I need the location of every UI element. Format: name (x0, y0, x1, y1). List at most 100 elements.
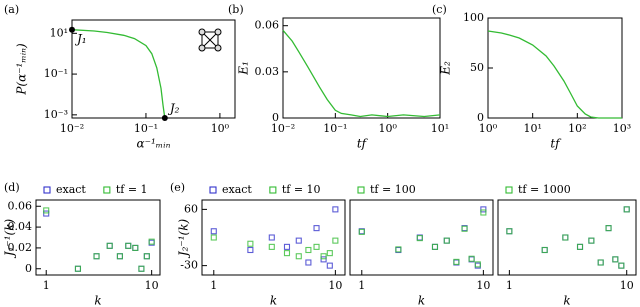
x-tick-label: 10⁻¹ (134, 122, 158, 135)
data-point (93, 253, 100, 260)
data-line (487, 30, 622, 119)
data-point (125, 242, 132, 249)
x-tick-label: 10⁰ (211, 122, 230, 135)
x-tick-label: 1 (358, 279, 365, 292)
x-tick-label: 10⁰ (479, 122, 498, 135)
data-point (268, 243, 275, 250)
data-point (43, 207, 50, 214)
legend-marker (103, 186, 111, 194)
y-tick-label: 0 (272, 111, 279, 124)
data-point (332, 206, 339, 213)
data-point (268, 234, 275, 241)
data-point (313, 225, 320, 232)
data-point (506, 228, 513, 235)
legend-marker (43, 186, 51, 194)
data-point (618, 262, 625, 269)
point-label: J₂ (167, 102, 180, 116)
data-point (326, 262, 333, 269)
panel-label: (e) (170, 181, 185, 194)
legend-marker (357, 186, 365, 194)
data-point (138, 265, 145, 272)
plot-frame (71, 19, 236, 119)
y-tick-label: -30 (180, 259, 198, 272)
x-axis-label: tf (357, 137, 369, 151)
y-axis-label: E₁ (237, 61, 251, 76)
data-point (143, 253, 150, 260)
inset-icon (198, 28, 222, 52)
panel-label: (c) (432, 3, 447, 16)
marker-point (69, 26, 75, 33)
data-point (597, 259, 604, 266)
data-point (74, 265, 82, 272)
data-point (43, 210, 50, 217)
x-tick-label: 10⁻² (60, 122, 84, 135)
panel-label: (b) (228, 3, 244, 16)
y-tick-label: 50 (470, 61, 484, 74)
legend-label: exact (56, 183, 86, 196)
data-point (247, 246, 254, 254)
data-point (295, 237, 302, 244)
x-tick-label: 10³ (613, 122, 631, 135)
data-point (210, 234, 217, 241)
y-tick-label: 60 (184, 202, 198, 215)
x-axis-label: k (94, 294, 101, 307)
data-point (453, 258, 460, 265)
legend-label: exact (222, 183, 252, 196)
y-tick-label: 10⁻¹ (44, 67, 68, 80)
data-point (562, 234, 569, 241)
x-axis-label: k (563, 294, 570, 307)
data-point (562, 234, 569, 241)
x-tick-label: 10⁻² (271, 122, 295, 135)
data-point (623, 206, 630, 213)
data-point (623, 206, 630, 213)
data-point (93, 253, 100, 260)
data-point (541, 246, 548, 254)
data-point (576, 243, 584, 250)
data-point (143, 253, 150, 260)
y-tick-label: 0.03 (255, 65, 280, 78)
data-point (576, 243, 584, 250)
data-point (474, 261, 481, 268)
data-point (480, 206, 487, 213)
y-tick-label: 10⁻³ (44, 108, 68, 121)
data-point (618, 262, 625, 269)
data-point (106, 242, 113, 249)
legend-marker (209, 186, 217, 194)
legend-marker (269, 186, 277, 194)
x-tick-label: 10¹ (523, 122, 541, 135)
data-point (320, 256, 327, 263)
plot-frame (35, 199, 161, 276)
data-point (148, 238, 155, 245)
x-tick-label: 1 (210, 279, 217, 292)
data-line (71, 29, 166, 119)
y-axis-label: J₁⁻¹(k) (3, 218, 17, 259)
y-axis-label: P(α⁻¹ₘᵢₙ) (15, 43, 29, 96)
data-point (138, 265, 145, 272)
x-tick-label: 10 (476, 279, 490, 292)
legend-label: tf = 1000 (518, 183, 571, 196)
data-point (443, 237, 450, 244)
data-point (541, 246, 548, 254)
data-point (210, 228, 217, 235)
data-point (295, 253, 302, 260)
data-point (132, 244, 139, 251)
data-point (116, 253, 123, 260)
data-point (283, 250, 291, 257)
point-label: J₁ (74, 32, 87, 46)
data-point (588, 237, 595, 244)
data-point (132, 244, 139, 251)
data-point (116, 253, 123, 260)
data-point (605, 225, 612, 232)
data-point (313, 243, 320, 250)
x-tick-label: 1 (506, 279, 513, 292)
legend-label: tf = 1 (116, 183, 148, 196)
x-tick-label: 10⁻¹ (323, 122, 347, 135)
x-tick-label: 10 (145, 279, 159, 292)
data-point (461, 225, 468, 232)
data-point (431, 243, 439, 250)
data-point (443, 237, 450, 244)
panel-label: (d) (4, 181, 20, 194)
data-point (305, 259, 312, 266)
y-tick-label: 10¹ (50, 26, 68, 39)
